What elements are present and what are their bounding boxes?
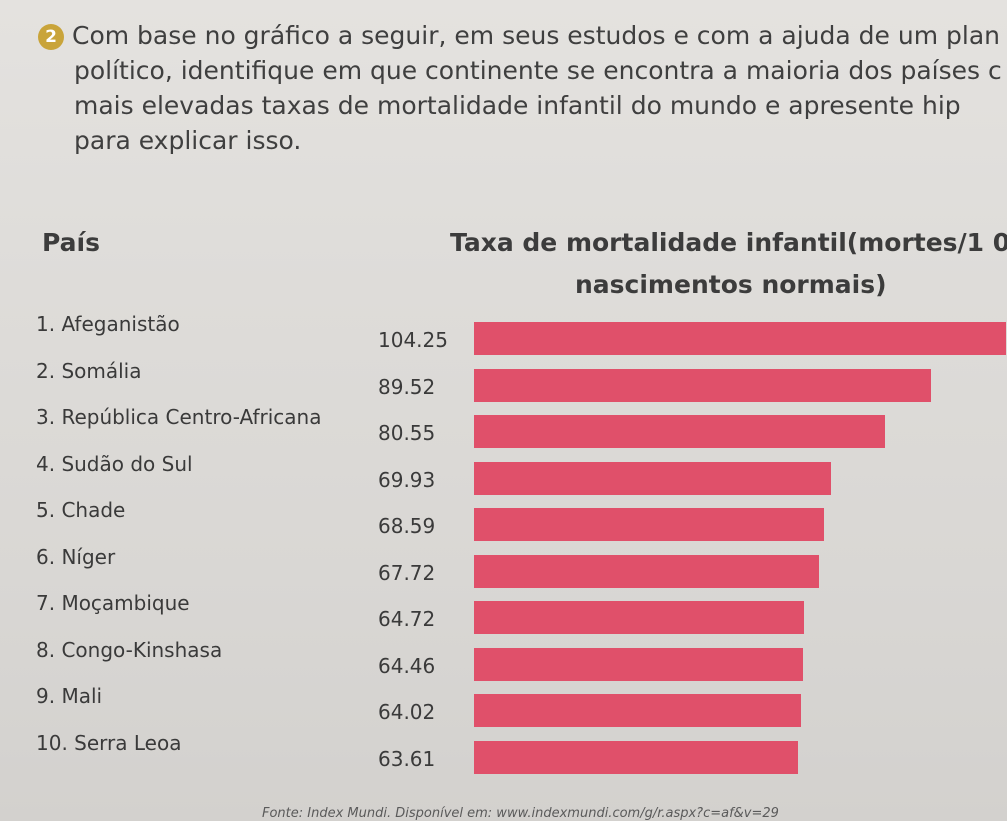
rate-header-line-1: Taxa de mortalidade infantil(mortes/1 00… <box>450 228 1007 257</box>
rate-value-label: 64.72 <box>378 607 436 631</box>
rate-column-header: Taxa de mortalidade infantil(mortes/1 00… <box>450 222 1007 306</box>
country-label: 5. Chade <box>36 498 126 522</box>
country-label: 2. Somália <box>36 358 142 383</box>
mortality-bar <box>474 368 931 402</box>
rate-value-label: 89.52 <box>378 374 436 399</box>
question-text: 2 Com base no gráfico a seguir, em seus e… <box>38 18 1007 158</box>
country-column-header: País <box>42 228 100 257</box>
country-label: 7. Moçambique <box>36 591 190 615</box>
rate-value-label: 67.72 <box>378 560 436 585</box>
rate-value-label: 104.25 <box>378 328 448 352</box>
rate-value-label: 64.02 <box>378 700 436 724</box>
rate-value-label: 64.46 <box>378 653 436 678</box>
mortality-bar <box>474 554 820 588</box>
mortality-bar <box>474 508 824 541</box>
rate-value-label: 68.59 <box>378 514 436 538</box>
rate-header-line-2: nascimentos normais) <box>575 270 887 299</box>
question-number-badge: 2 <box>38 24 64 50</box>
rate-value-label: 69.93 <box>378 467 436 492</box>
rate-value-label: 80.55 <box>378 421 436 445</box>
question-line-4: para explicar isso. <box>74 126 302 155</box>
question-line-3: mais elevadas taxas de mortalidade infan… <box>74 91 961 120</box>
mortality-bar <box>474 461 831 495</box>
country-label: 10. Serra Leoa <box>36 730 182 755</box>
question-line-1-text: Com base no gráfico a seguir, em seus es… <box>72 21 1000 50</box>
question-line-1: 2 Com base no gráfico a seguir, em seus e… <box>38 18 1007 53</box>
mortality-bar <box>474 740 799 774</box>
mortality-bar <box>474 415 885 448</box>
mortality-bar <box>474 647 803 681</box>
country-label: 1. Afeganistão <box>36 312 180 336</box>
mortality-bar <box>474 601 805 634</box>
country-label: 9. Mali <box>36 684 103 708</box>
mortality-bar <box>474 322 1006 355</box>
country-label: 6. Níger <box>36 544 116 569</box>
country-label: 4. Sudão do Sul <box>36 451 193 476</box>
source-note: Fonte: Index Mundi. Disponível em: www.i… <box>262 806 779 821</box>
mortality-bar <box>474 694 801 727</box>
country-label: 3. República Centro-Africana <box>36 405 322 429</box>
rate-value-label: 63.61 <box>378 746 436 771</box>
country-label: 8. Congo-Kinshasa <box>36 637 223 662</box>
question-line-2: político, identifique em que continente … <box>74 56 1002 85</box>
